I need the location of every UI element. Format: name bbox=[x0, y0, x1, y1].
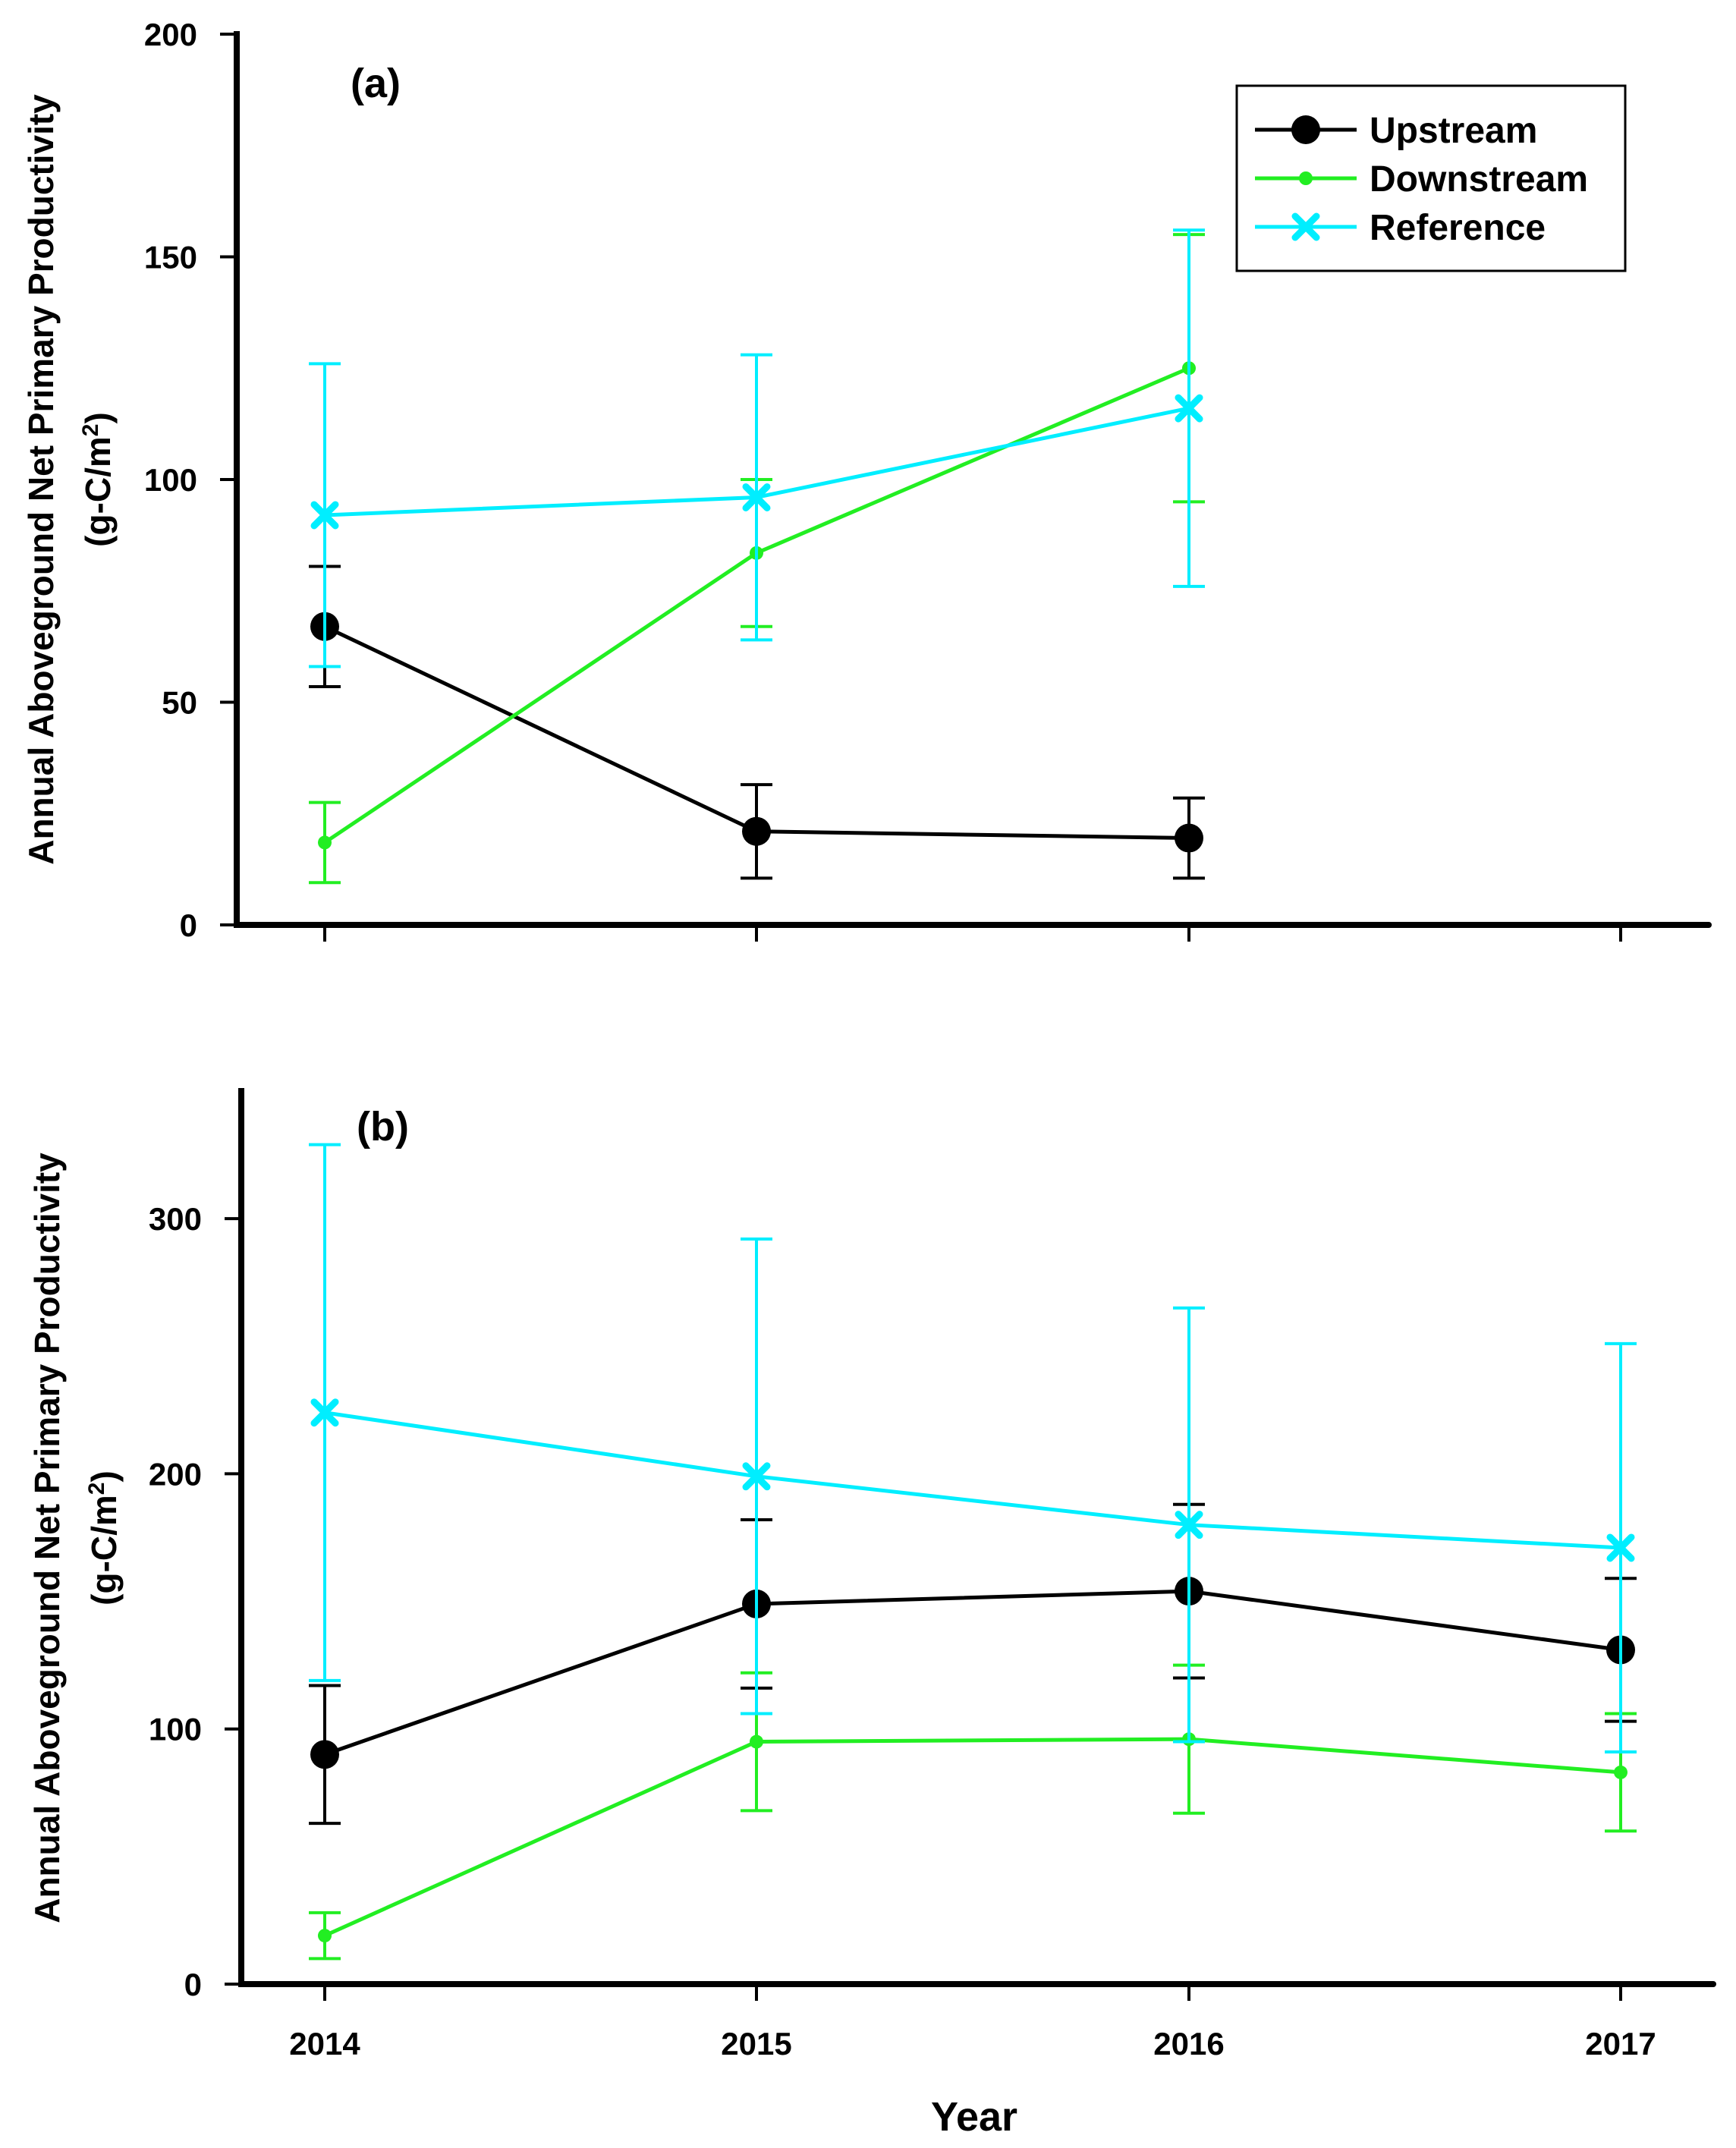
series-line bbox=[323, 1737, 1621, 1938]
x-tick-label: 2015 bbox=[721, 2026, 791, 2062]
y-tick-label: 150 bbox=[144, 240, 197, 275]
y-tick-label: 0 bbox=[180, 907, 197, 943]
marker-stroke bbox=[1291, 212, 1320, 241]
data-point bbox=[310, 1398, 339, 1427]
data-point bbox=[1614, 1765, 1628, 1779]
y-tick-label: 100 bbox=[144, 462, 197, 498]
series-upstream bbox=[309, 1502, 1637, 1826]
data-point bbox=[318, 1929, 332, 1943]
series-downstream bbox=[309, 1663, 1637, 1961]
y-axis-unit-label: (g-C/m2) bbox=[84, 1470, 124, 1605]
legend-label: Upstream bbox=[1370, 111, 1537, 151]
y-tick-label: 200 bbox=[144, 17, 197, 52]
marker-stroke bbox=[1175, 1511, 1203, 1539]
y-tick-label: 100 bbox=[149, 1712, 202, 1747]
panel-label: (b) bbox=[357, 1104, 409, 1149]
data-point bbox=[742, 1462, 771, 1491]
y-tick-label: 0 bbox=[184, 1967, 202, 2002]
x-tick-label: 2017 bbox=[1585, 2026, 1656, 2062]
marker-stroke bbox=[1606, 1533, 1635, 1562]
y-tick-label: 50 bbox=[162, 685, 197, 721]
legend-label: Downstream bbox=[1370, 159, 1588, 200]
legend-item-upstream: Upstream bbox=[1255, 111, 1537, 151]
series-reference bbox=[309, 228, 1205, 668]
marker-stroke bbox=[742, 1462, 771, 1491]
series-reference bbox=[309, 1143, 1637, 1753]
data-point bbox=[1175, 823, 1203, 853]
legend-item-downstream: Downstream bbox=[1255, 159, 1588, 200]
data-point bbox=[1175, 394, 1203, 423]
legend-marker bbox=[1291, 115, 1320, 144]
legend-label: Reference bbox=[1370, 208, 1546, 248]
legend: Upstream Downstream Reference bbox=[1235, 84, 1627, 272]
data-point bbox=[318, 835, 332, 850]
y-tick-label: 200 bbox=[149, 1456, 202, 1492]
marker-stroke bbox=[1175, 394, 1203, 423]
data-point bbox=[742, 816, 771, 846]
y-axis-label: Annual Aboveground Net Primary Productiv… bbox=[27, 1153, 67, 1923]
marker-stroke bbox=[310, 1398, 339, 1427]
marker-stroke bbox=[742, 483, 771, 511]
x-tick-label: 2014 bbox=[289, 2026, 360, 2062]
series-line bbox=[324, 1589, 1621, 1756]
data-point bbox=[1606, 1533, 1635, 1562]
legend-item-reference: Reference bbox=[1255, 208, 1546, 248]
x-axis-label: Year bbox=[931, 2094, 1017, 2140]
panel-label: (a) bbox=[351, 61, 401, 106]
data-point bbox=[310, 1740, 339, 1769]
data-point bbox=[1175, 1511, 1203, 1539]
legend-marker bbox=[1299, 171, 1313, 185]
panel-a: 0 50 100 150 200 Annual Aboveground Net Prima… bbox=[21, 17, 1712, 943]
panel-b: 0 100 200 300 2014 2015 2016 2017 Annual Abovegr… bbox=[27, 1088, 1716, 2062]
data-point bbox=[310, 501, 339, 530]
data-point bbox=[742, 483, 771, 511]
y-axis-unit-label: (g-C/m2) bbox=[78, 412, 118, 547]
marker-stroke bbox=[310, 501, 339, 530]
x-tick-label: 2016 bbox=[1153, 2026, 1224, 2062]
y-tick-label: 300 bbox=[149, 1201, 202, 1237]
series-line bbox=[324, 1411, 1621, 1550]
data-point bbox=[750, 1734, 763, 1749]
y-axis-label: Annual Aboveground Net Primary Productiv… bbox=[21, 94, 61, 865]
legend-marker bbox=[1291, 212, 1320, 241]
